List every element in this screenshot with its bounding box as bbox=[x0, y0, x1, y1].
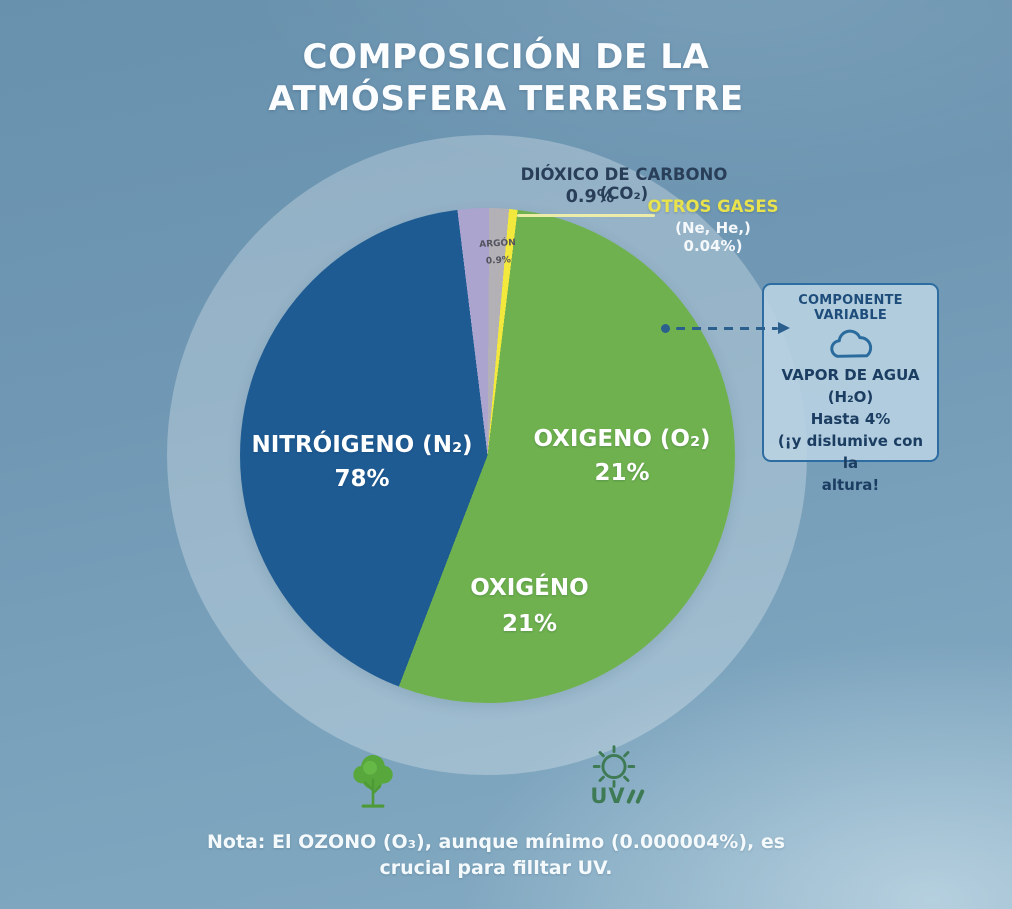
variable-component-card: COMPONENTE VARIABLE VAPOR DE AGUA (H₂O) … bbox=[762, 283, 939, 494]
hasta-label: Hasta 4% bbox=[810, 410, 891, 428]
co2-callout-label: DIÓXICO DE CARBONO (CO₂) bbox=[520, 165, 728, 203]
argon-value: 0.9% bbox=[485, 255, 512, 267]
arrow-head-icon bbox=[778, 322, 790, 334]
title-line-2: ATMÓSFERA TERRESTRE bbox=[268, 79, 744, 120]
oxygen-inner-name: OXIGÉNO bbox=[470, 575, 589, 601]
nitrogen-slice-label: NITRÓIGENO (N₂) 78% bbox=[242, 428, 482, 496]
ozone-note-line1: Nota: El OZONO (O₃), aunque mínimo (0.00… bbox=[206, 831, 786, 853]
nitrogen-value: 78% bbox=[334, 466, 390, 492]
page-title: COMPOSICIÓN DE LA ATMÓSFERA TERRESTRE bbox=[0, 36, 1012, 120]
uv-label: UV bbox=[590, 784, 626, 808]
uv-label-row: UV bbox=[584, 784, 648, 808]
water-vapor-label: VAPOR DE AGUA (H₂O) bbox=[781, 366, 920, 406]
altitude-note-line1: (¡y dislumive con la bbox=[777, 432, 924, 472]
otros-gases-label: OTROS GASES bbox=[647, 197, 779, 216]
altitude-note-line2: altura! bbox=[821, 476, 880, 494]
uv-slash-icon bbox=[625, 788, 636, 804]
card-title: COMPONENTE VARIABLE bbox=[798, 293, 903, 323]
nitrogen-name: NITRÓIGENO (N₂) bbox=[251, 432, 473, 458]
callout-line bbox=[517, 214, 655, 217]
sun-icon bbox=[592, 745, 636, 788]
ozone-note: Nota: El OZONO (O₃), aunque mínimo (0.00… bbox=[196, 829, 796, 881]
otros-gases-value: (Ne, He,) 0.04%) bbox=[675, 219, 751, 255]
tree-icon bbox=[353, 754, 393, 808]
uv-slash-icon bbox=[634, 788, 645, 804]
oxygen-slice-label: OXIGENO (O₂) 21% bbox=[502, 422, 742, 490]
cloud-icon bbox=[829, 329, 872, 358]
arrow-dot bbox=[661, 324, 670, 333]
oxygen-name: OXIGENO (O₂) bbox=[533, 426, 711, 452]
co2-callout-value: 0.9% bbox=[565, 187, 615, 207]
dashed-arrow bbox=[676, 327, 778, 330]
pie-chart bbox=[240, 208, 735, 703]
oxygen-inner-label: OXIGÉNO 21% bbox=[432, 570, 627, 642]
ozone-note-line2: crucial para filltar UV. bbox=[379, 857, 613, 879]
oxygen-value: 21% bbox=[594, 460, 650, 486]
argon-slice-label: ARGÓN 0.9% bbox=[467, 234, 529, 271]
oxygen-inner-value: 21% bbox=[501, 611, 558, 637]
title-line-1: COMPOSICIÓN DE LA bbox=[302, 37, 710, 77]
